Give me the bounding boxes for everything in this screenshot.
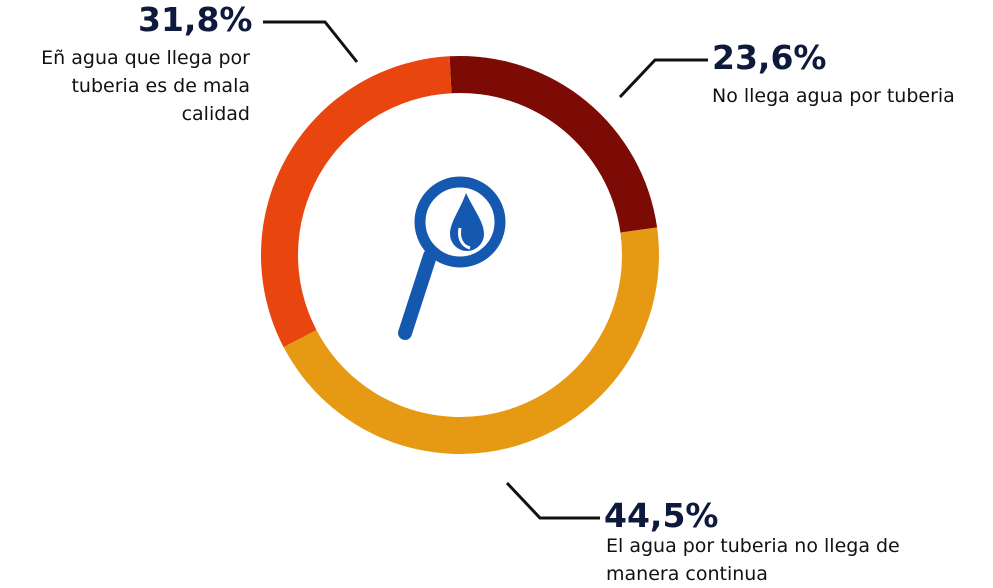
- leader-line: [263, 20, 359, 63]
- magnifier-icon: [398, 176, 506, 340]
- leader-line: [505, 481, 600, 520]
- donut-slice: [283, 227, 659, 454]
- donut-slice: [449, 56, 658, 233]
- slice-label: Eñ agua que llega por tuberia es de mala…: [41, 47, 250, 125]
- leader-line: [618, 58, 708, 99]
- donut-slice: [261, 56, 452, 348]
- leader-lines: [263, 20, 708, 520]
- value-label: 23,6%: [712, 38, 827, 77]
- donut: [261, 56, 659, 454]
- value-label: 31,8%: [138, 0, 253, 39]
- slice-label: No llega agua por tuberia: [712, 85, 955, 107]
- value-label: 44,5%: [604, 496, 719, 535]
- slice-label: El agua por tuberia no llega de manera c…: [606, 535, 900, 585]
